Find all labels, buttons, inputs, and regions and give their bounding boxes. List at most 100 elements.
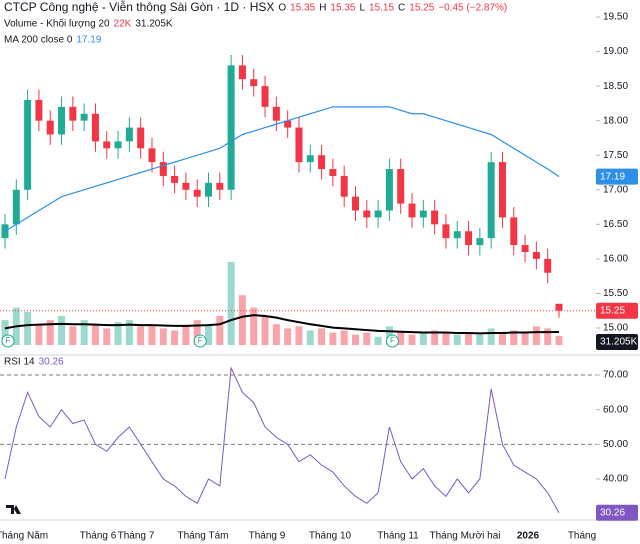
y-tick-label: 60.00 xyxy=(603,404,628,415)
volume-bar xyxy=(408,334,416,345)
volume-bar xyxy=(35,324,43,345)
legend-text: 15.25 xyxy=(409,3,434,14)
volume-tag: 31.205K xyxy=(600,337,638,348)
event-marker xyxy=(193,334,207,348)
event-marker xyxy=(385,334,399,348)
candle-body xyxy=(205,182,213,197)
volume-bar xyxy=(532,326,540,345)
legend-text: MA 200 close 0 xyxy=(4,35,73,46)
x-tick-label: Tháng 6 xyxy=(80,531,117,542)
volume-bar xyxy=(272,324,280,345)
event-label: F xyxy=(198,336,203,345)
legend-text: C xyxy=(398,3,405,14)
candle-body xyxy=(80,113,88,121)
y-tick-label: 17.50 xyxy=(603,150,628,161)
volume-bar xyxy=(431,330,439,345)
y-tick-label: 19.50 xyxy=(603,12,628,23)
candle-body xyxy=(465,231,473,246)
volume-bar xyxy=(182,326,190,345)
volume-bar xyxy=(137,326,145,345)
legend-text: 15.15 xyxy=(369,3,394,14)
volume-bar xyxy=(544,328,552,345)
volume-bar xyxy=(476,334,484,345)
candle-body xyxy=(295,127,303,163)
volume-bar xyxy=(24,311,32,345)
candle-body xyxy=(46,120,54,135)
candle-body xyxy=(272,106,280,121)
volume-bar xyxy=(103,328,111,345)
volume-bar xyxy=(419,332,427,345)
volume-bar xyxy=(555,335,563,345)
candle-body xyxy=(193,189,201,197)
volume-bar xyxy=(227,262,235,345)
price-tag-bg xyxy=(596,302,638,319)
volume-bar xyxy=(250,307,258,345)
x-tick-label: 2026 xyxy=(517,531,540,542)
candle-body xyxy=(363,210,371,218)
candle-body xyxy=(182,182,190,190)
volume-bar xyxy=(159,328,167,345)
rsi-line xyxy=(4,366,560,514)
x-tick-label: Tháng 11 xyxy=(377,531,419,542)
volume-bar xyxy=(295,326,303,345)
candle-body xyxy=(487,162,495,239)
candle-body xyxy=(351,196,359,211)
legend-text: O xyxy=(278,3,286,14)
y-tick-label: 70.00 xyxy=(603,370,628,381)
candle-body xyxy=(306,155,314,163)
candle-body xyxy=(521,245,529,252)
volume-bar xyxy=(498,332,506,345)
candle-body xyxy=(91,113,99,142)
volume-bar xyxy=(171,330,179,345)
volume-bar xyxy=(91,324,99,345)
candle-body xyxy=(125,127,133,142)
ma-tag-bg xyxy=(596,168,638,185)
candle-body xyxy=(114,141,122,149)
candle-body xyxy=(216,182,224,190)
candle-body xyxy=(250,79,258,87)
legend-text: 15.35 xyxy=(330,3,355,14)
volume-bar xyxy=(69,326,77,345)
volume-bar xyxy=(193,320,201,345)
volume-bar xyxy=(261,315,269,345)
logo xyxy=(6,505,21,514)
candle-body xyxy=(238,65,246,80)
y-tick-label: 50.00 xyxy=(603,439,628,450)
volume-bar xyxy=(114,322,122,345)
legend-text: 30.26 xyxy=(39,357,64,368)
x-tick-label: Tháng xyxy=(568,531,596,542)
candle-body xyxy=(261,86,269,107)
candle-body xyxy=(555,303,563,311)
legend-text: 22K xyxy=(114,19,132,30)
volume-tag-bg xyxy=(596,334,638,350)
candle-body xyxy=(510,217,518,246)
volume-bar xyxy=(397,332,405,345)
candle-body xyxy=(532,251,540,259)
candle-body xyxy=(476,238,484,246)
y-tick-label: 18.00 xyxy=(603,115,628,126)
legend-text: Volume - Khối lượng 20 xyxy=(4,18,110,30)
volume-bar xyxy=(442,332,450,345)
volume-bar xyxy=(453,334,461,345)
legend-text: 31.205K xyxy=(135,19,173,30)
legend-text: L xyxy=(359,3,365,14)
legend-text: 15.35 xyxy=(290,3,315,14)
legend-text: H xyxy=(319,3,326,14)
rsi-tag-bg xyxy=(596,504,638,521)
candle-body xyxy=(453,231,461,239)
volume-bar xyxy=(340,330,348,345)
rsi-tag: 30.26 xyxy=(600,507,625,518)
candle-body xyxy=(329,169,337,176)
y-tick-label: 40.00 xyxy=(603,474,628,485)
volume-ma-line xyxy=(4,314,560,335)
x-tick-label: Tháng Mười hai xyxy=(429,531,500,542)
candle-body xyxy=(374,210,382,218)
volume-bar xyxy=(284,328,292,345)
volume-bar xyxy=(351,334,359,345)
candle-body xyxy=(137,127,145,149)
legend-text: 17.19 xyxy=(76,35,101,46)
volume-bar xyxy=(238,295,246,345)
volume-bar xyxy=(487,328,495,345)
candle-body xyxy=(69,106,77,121)
